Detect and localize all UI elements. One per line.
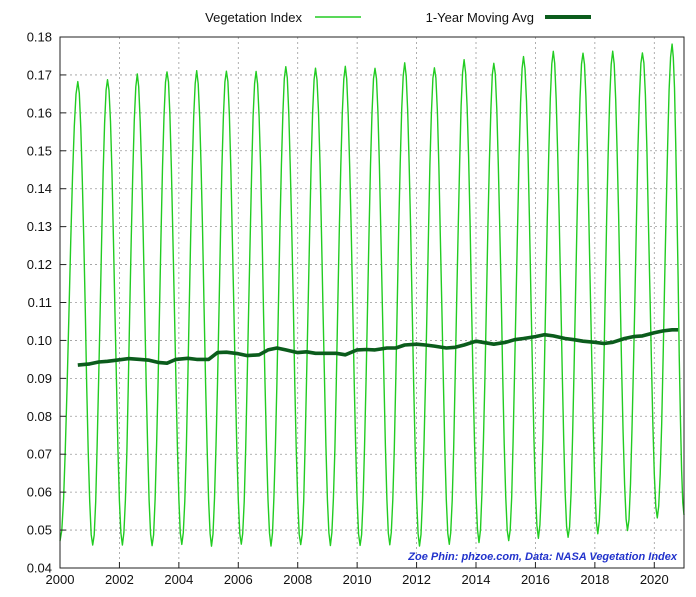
x-tick-label: 2018 bbox=[580, 572, 609, 587]
series-line-moving-avg bbox=[77, 327, 679, 367]
x-tick-label: 2020 bbox=[640, 572, 669, 587]
legend-label-vegetation-index: Vegetation Index bbox=[205, 10, 302, 25]
y-tick-label: 0.09 bbox=[27, 371, 52, 386]
y-tick-label: 0.15 bbox=[27, 143, 52, 158]
y-tick-label: 0.13 bbox=[27, 219, 52, 234]
y-tick-label: 0.08 bbox=[27, 409, 52, 424]
y-tick-label: 0.12 bbox=[27, 257, 52, 272]
y-tick-label: 0.06 bbox=[27, 485, 52, 500]
axis-ticks: 2000 2002 2004 2006 2008 2010 2012 2014 2016 2018… bbox=[27, 30, 669, 588]
y-tick-label: 0.05 bbox=[27, 523, 52, 538]
x-tick-label: 2002 bbox=[105, 572, 134, 587]
source-annotation: Zoe Phin: phzoe.com, Data: NASA Vegetati… bbox=[407, 551, 678, 563]
x-tick-label: 2012 bbox=[402, 572, 431, 587]
y-tick-label: 0.07 bbox=[27, 447, 52, 462]
y-tick-label: 0.11 bbox=[28, 295, 52, 310]
y-tick-label: 0.18 bbox=[27, 30, 52, 45]
y-tick-label: 0.14 bbox=[27, 181, 52, 196]
x-tick-label: 2000 bbox=[46, 572, 75, 587]
y-tick-label: 0.17 bbox=[27, 67, 52, 82]
x-tick-label: 2010 bbox=[343, 572, 372, 587]
x-tick-label: 2008 bbox=[283, 572, 312, 587]
legend: Vegetation Index 1-Year Moving Avg bbox=[205, 10, 591, 25]
series-layer bbox=[59, 43, 685, 547]
x-tick-label: 2004 bbox=[164, 572, 193, 587]
x-tick-label: 2014 bbox=[462, 572, 491, 587]
legend-label-moving-avg: 1-Year Moving Avg bbox=[426, 10, 534, 25]
x-tick-label: 2016 bbox=[521, 572, 550, 587]
y-tick-label: 0.10 bbox=[27, 333, 52, 348]
y-tick-label: 0.16 bbox=[27, 105, 52, 120]
y-tick-label: 0.04 bbox=[27, 561, 52, 576]
series-line-vegetation-index bbox=[59, 43, 685, 547]
x-tick-label: 2006 bbox=[224, 572, 253, 587]
